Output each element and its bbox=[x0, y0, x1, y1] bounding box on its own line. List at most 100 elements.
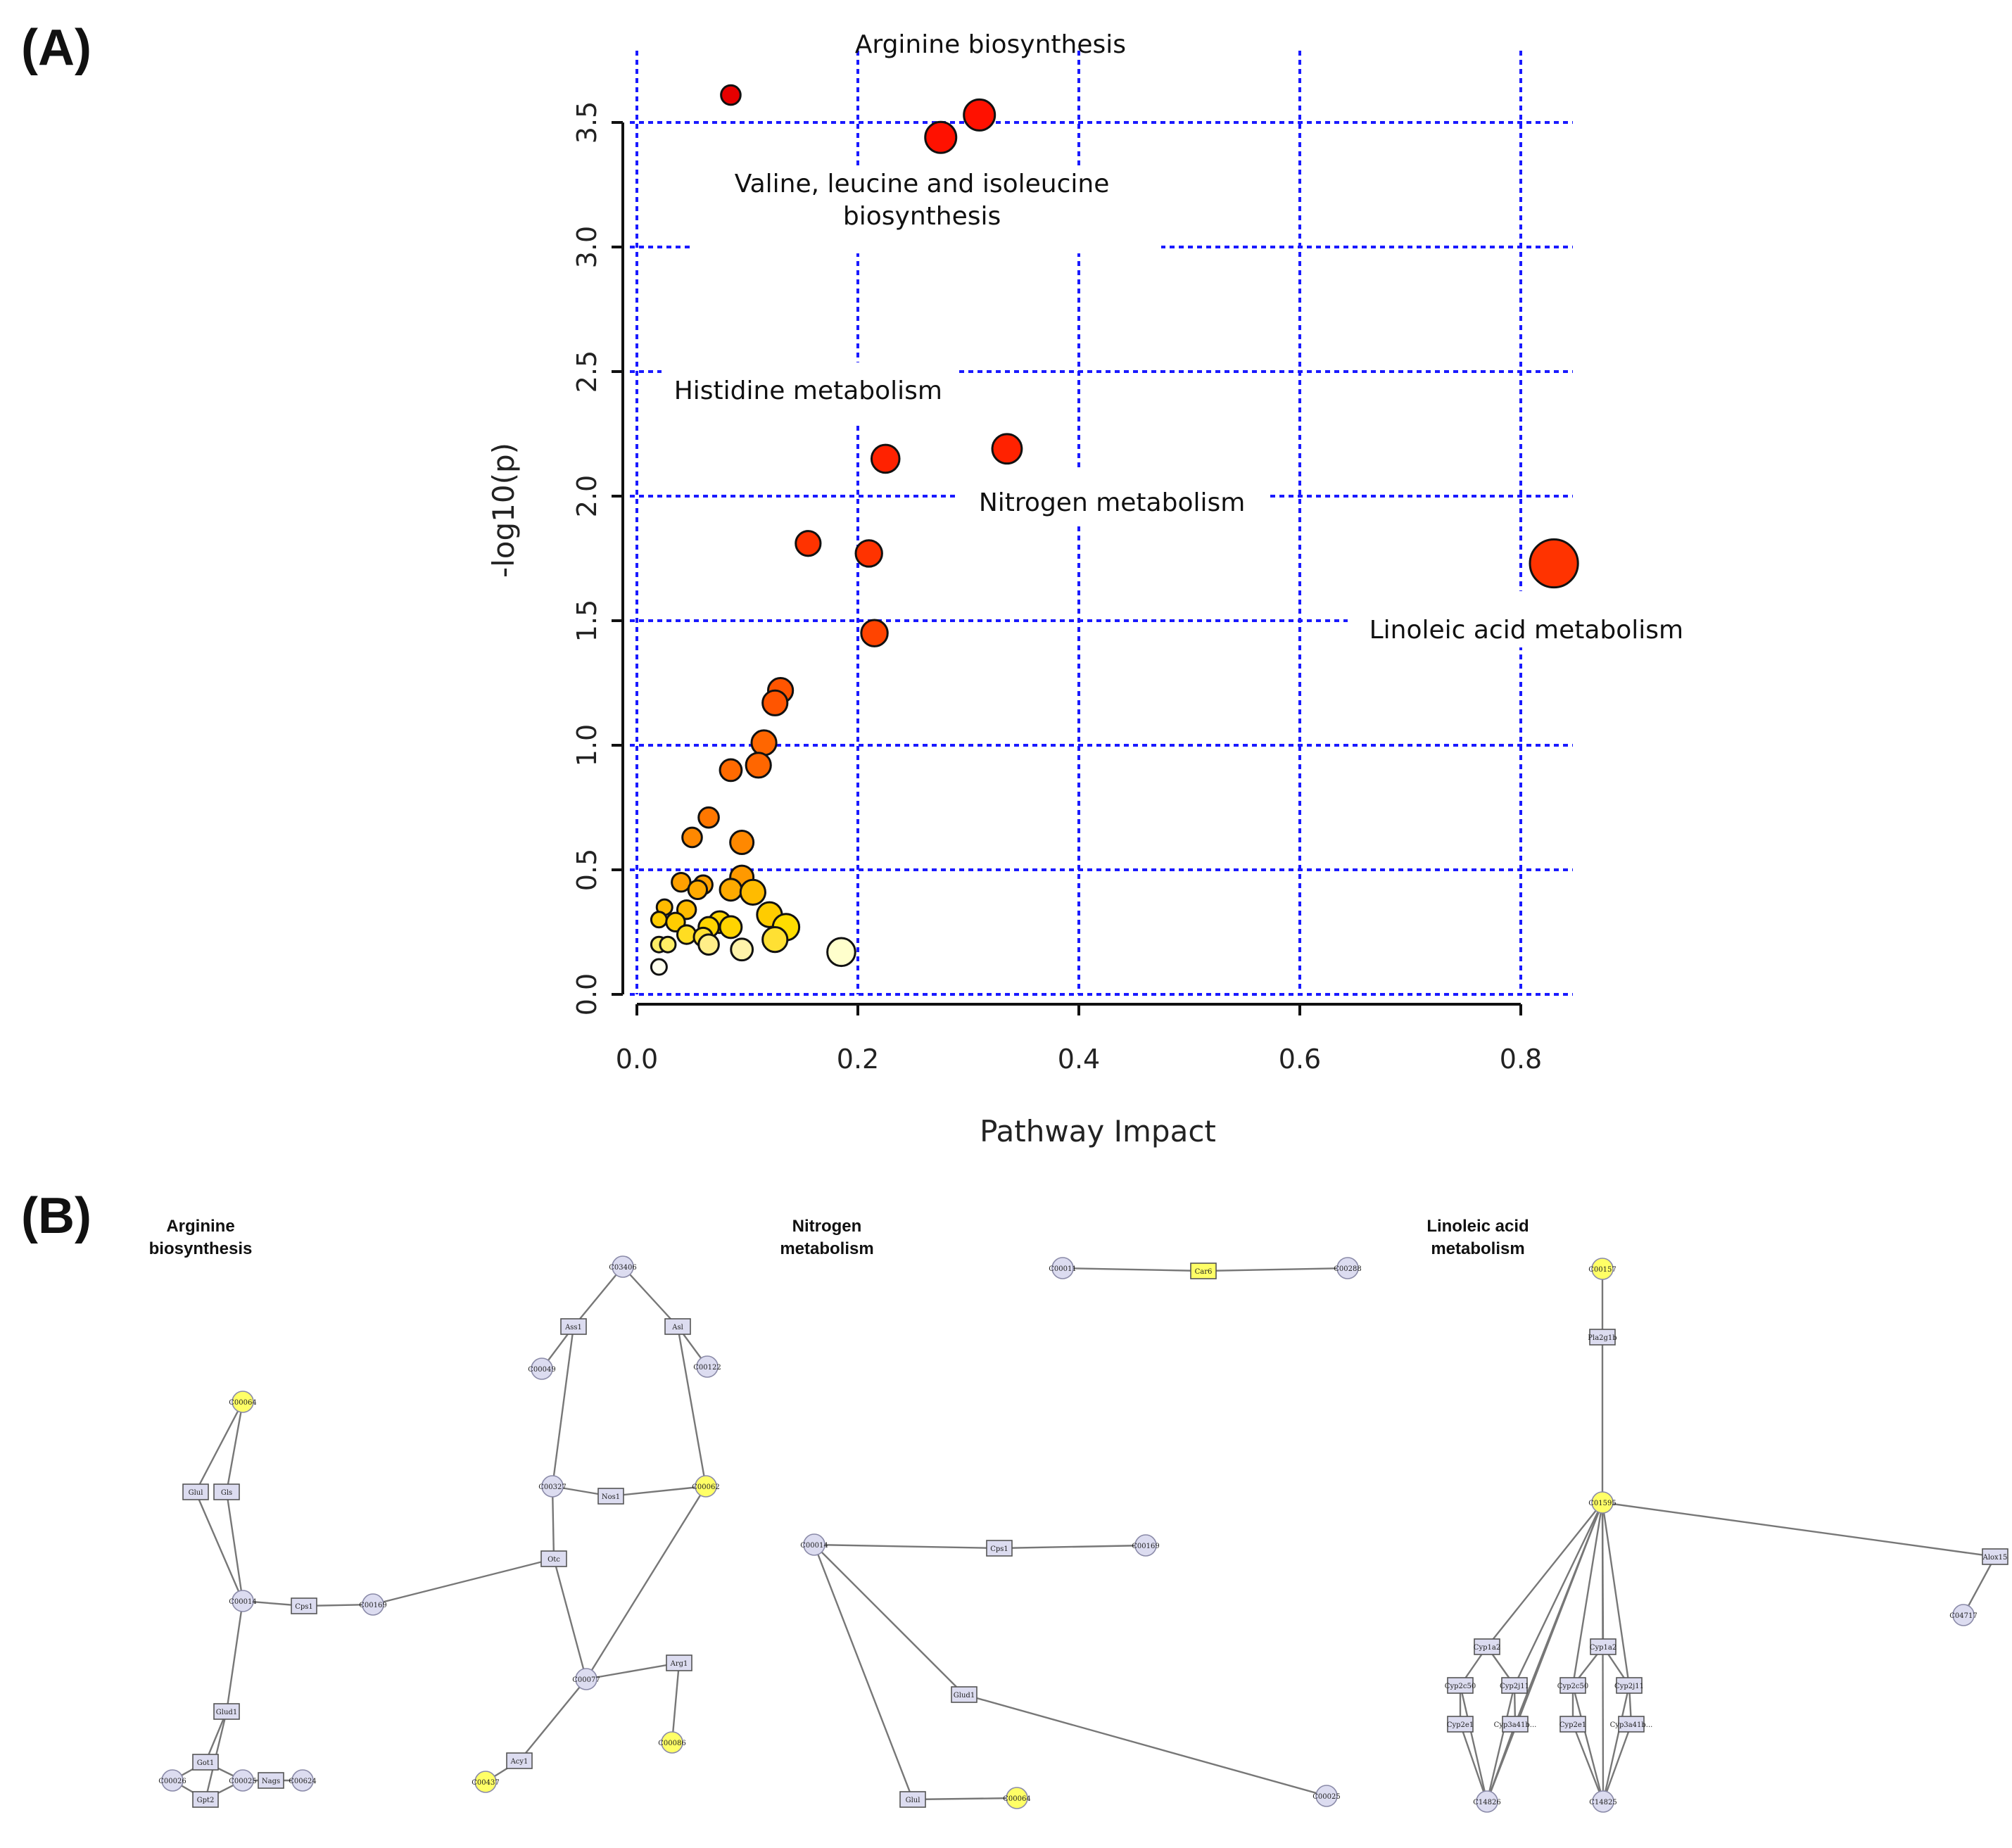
axes: 0.0 0.2 0.4 0.6 0.8 0.0 0.5 1.0 1.5 2.0 2.5 3.0 3.5 bbox=[571, 101, 1542, 1075]
data-point-10 bbox=[761, 689, 789, 716]
arginine-edge-25 bbox=[552, 1558, 588, 1680]
linoleic-network-title-line2: metabolism bbox=[1431, 1239, 1524, 1258]
arginine-node-label-20: C00062 bbox=[692, 1483, 719, 1491]
arginine-node-10: C00025 bbox=[229, 1769, 257, 1792]
linoleic-node-2: C01595 bbox=[1588, 1491, 1616, 1514]
arginine-edge-24 bbox=[372, 1557, 555, 1606]
nitrogen-node-label-5: C00169 bbox=[1132, 1543, 1159, 1550]
arginine-node-label-22: C00077 bbox=[572, 1676, 600, 1684]
arginine-node-26: C00437 bbox=[472, 1771, 500, 1793]
linoleic-node-shape-7 bbox=[1501, 1677, 1528, 1694]
arginine-node-label-25: Acy1 bbox=[510, 1758, 529, 1766]
y-tick-label-4: 2.0 bbox=[571, 475, 602, 517]
x-tick-label-1: 0.2 bbox=[837, 1044, 879, 1075]
arginine-edge-29 bbox=[519, 1678, 587, 1761]
nitrogen-node-shape-1 bbox=[1190, 1262, 1217, 1279]
arginine-node-17: C00122 bbox=[693, 1355, 721, 1378]
arginine-node-shape-24 bbox=[661, 1731, 683, 1754]
arginine-node-label-10: C00025 bbox=[229, 1778, 256, 1785]
nitrogen-edges bbox=[813, 1267, 1348, 1801]
arginine-node-label-26: C00437 bbox=[472, 1779, 499, 1787]
nitrogen-node-2: C00288 bbox=[1334, 1257, 1362, 1279]
arginine-node-13: C03406 bbox=[609, 1255, 637, 1278]
linoleic-edge-10 bbox=[1571, 1502, 1604, 1686]
arginine-edge-3 bbox=[225, 1491, 244, 1602]
data-point-22 bbox=[739, 878, 766, 906]
linoleic-edge-24 bbox=[1571, 1723, 1605, 1802]
nitrogen-node-shape-4 bbox=[986, 1540, 1013, 1557]
data-point-2 bbox=[924, 120, 958, 154]
data-point-3 bbox=[720, 84, 742, 106]
linoleic-node-shape-11 bbox=[1590, 1638, 1616, 1655]
nitrogen-edge-2 bbox=[814, 1543, 1000, 1550]
arginine-node-8: Gpt2 bbox=[192, 1791, 219, 1808]
nitrogen-node-label-6: Glud1 bbox=[954, 1692, 975, 1700]
linoleic-node-label-11: Cyp1a2 bbox=[1590, 1644, 1616, 1652]
linoleic-node-shape-13 bbox=[1616, 1677, 1643, 1694]
nitrogen-edge-7 bbox=[963, 1693, 1327, 1797]
data-point-15 bbox=[681, 826, 703, 849]
nitrogen-network-title-line1: Nitrogen bbox=[792, 1217, 862, 1236]
arginine-edge-28 bbox=[671, 1662, 681, 1743]
y-tick-label-1: 0.5 bbox=[571, 849, 602, 891]
arginine-node-5: C00169 bbox=[359, 1593, 387, 1616]
linoleic-node-label-8: Cyp2e1 bbox=[1447, 1721, 1474, 1729]
nitrogen-node-label-3: C00014 bbox=[800, 1542, 828, 1550]
data-point-20 bbox=[687, 879, 709, 901]
pathway-annotation-3: Histidine metabolism bbox=[674, 376, 942, 405]
arginine-node-shape-6 bbox=[213, 1703, 240, 1720]
y-tick-label-0: 0.0 bbox=[571, 973, 602, 1015]
nitrogen-nodes: C00011 Car6 C00288 C00014 Cps1 C00169 Glud1 Glu… bbox=[800, 1257, 1362, 1809]
nitrogen-edge-4 bbox=[814, 1544, 965, 1695]
linoleic-node-label-9: Cyp3a41b... bbox=[1494, 1721, 1537, 1729]
linoleic-edge-11 bbox=[1514, 1502, 1604, 1725]
linoleic-network: Linoleic acid metabolism C00157Pla2g1bC0… bbox=[1426, 1217, 2008, 1813]
data-point-26 bbox=[650, 911, 668, 929]
data-point-13 bbox=[719, 758, 743, 783]
linoleic-node-7: Cyp2j11 bbox=[1500, 1677, 1529, 1694]
data-point-14 bbox=[697, 806, 720, 829]
data-point-18 bbox=[671, 872, 692, 893]
nitrogen-node-shape-8 bbox=[1006, 1787, 1028, 1809]
nitrogen-node-label-4: Cps1 bbox=[990, 1545, 1008, 1553]
arginine-node-shape-13 bbox=[612, 1255, 634, 1278]
arginine-node-label-9: C00026 bbox=[158, 1778, 186, 1785]
arginine-node-shape-16 bbox=[531, 1357, 553, 1380]
arginine-node-label-12: C00624 bbox=[289, 1778, 316, 1785]
arginine-node-label-7: Got1 bbox=[197, 1759, 214, 1767]
nitrogen-node-shape-3 bbox=[803, 1533, 825, 1556]
annotation-background-1 bbox=[662, 362, 957, 426]
nitrogen-node-label-9: C00025 bbox=[1312, 1793, 1340, 1801]
arginine-node-label-0: C00064 bbox=[229, 1399, 256, 1407]
nitrogen-node-shape-0 bbox=[1051, 1257, 1074, 1279]
data-point-30 bbox=[719, 915, 743, 939]
arginine-node-label-8: Gpt2 bbox=[197, 1797, 215, 1804]
nitrogen-node-label-8: C00064 bbox=[1003, 1795, 1030, 1803]
arginine-node-shape-7 bbox=[192, 1754, 219, 1771]
arginine-node-label-15: Asl bbox=[671, 1324, 683, 1331]
arginine-node-shape-15 bbox=[664, 1318, 691, 1335]
y-tick-label-7: 3.5 bbox=[571, 101, 602, 144]
arginine-node-label-3: C00014 bbox=[229, 1598, 256, 1606]
linoleic-node-shape-8 bbox=[1447, 1716, 1474, 1733]
nitrogen-edge-3 bbox=[999, 1544, 1146, 1550]
arginine-edge-20 bbox=[676, 1326, 707, 1487]
nitrogen-node-label-1: Car6 bbox=[1195, 1268, 1213, 1276]
arginine-node-shape-2 bbox=[213, 1483, 240, 1500]
pathway-impact-scatter: 0.0 0.2 0.4 0.6 0.80.00.51.01.52.02.53.03.5 … bbox=[486, 30, 1710, 1148]
panel-a-label: (A) bbox=[21, 20, 91, 76]
linoleic-node-shape-16 bbox=[1592, 1790, 1614, 1813]
pathway-annotation-4: Nitrogen metabolism bbox=[979, 488, 1245, 517]
arginine-node-shape-18 bbox=[541, 1475, 564, 1498]
data-point-12 bbox=[745, 752, 772, 779]
arginine-node-23: Arg1 bbox=[666, 1654, 692, 1671]
arginine-network-title-line1: Arginine bbox=[166, 1217, 234, 1236]
linoleic-node-6: Cyp2c50 bbox=[1445, 1677, 1476, 1694]
linoleic-node-shape-2 bbox=[1591, 1491, 1614, 1514]
linoleic-node-shape-4 bbox=[1952, 1604, 1975, 1626]
arginine-node-label-18: C00327 bbox=[538, 1483, 566, 1491]
y-tick-label-3: 1.5 bbox=[571, 600, 602, 642]
linoleic-node-11: Cyp1a2 bbox=[1590, 1638, 1616, 1655]
arginine-node-shape-11 bbox=[258, 1772, 284, 1789]
